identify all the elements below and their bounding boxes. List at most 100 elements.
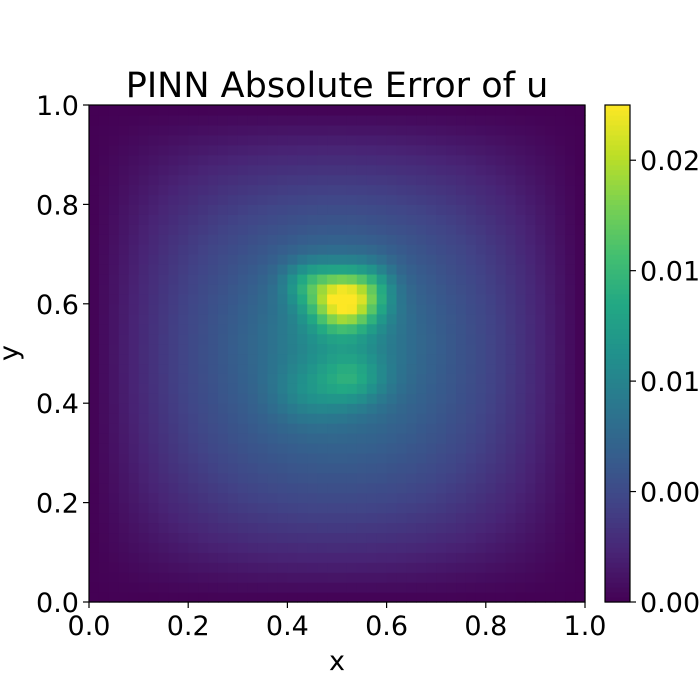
heatmap-cell bbox=[118, 363, 130, 374]
heatmap-cell bbox=[257, 482, 269, 494]
heatmap-cell bbox=[198, 582, 209, 593]
heatmap-cell bbox=[237, 234, 249, 245]
heatmap-cell bbox=[327, 542, 338, 553]
heatmap-cell bbox=[545, 154, 556, 166]
heatmap-cell bbox=[168, 164, 179, 176]
heatmap-cell bbox=[128, 462, 140, 474]
heatmap-cell bbox=[525, 592, 536, 603]
heatmap-cell bbox=[98, 582, 110, 593]
heatmap-cell bbox=[188, 313, 199, 325]
heatmap-cell bbox=[297, 423, 308, 434]
heatmap-cell bbox=[178, 363, 189, 374]
heatmap-cell bbox=[356, 254, 368, 265]
heatmap-cell bbox=[287, 502, 298, 514]
heatmap-cell bbox=[108, 482, 120, 494]
heatmap-cell bbox=[208, 244, 219, 255]
heatmap-cell bbox=[178, 482, 189, 494]
heatmap-cell bbox=[555, 105, 566, 116]
heatmap-cell bbox=[247, 105, 259, 116]
heatmap-cell bbox=[128, 164, 140, 176]
heatmap-cell bbox=[356, 393, 368, 404]
heatmap-cell bbox=[485, 383, 497, 394]
colorbar-segment bbox=[605, 532, 630, 538]
heatmap-cell bbox=[257, 144, 269, 156]
heatmap-cell bbox=[267, 363, 279, 374]
heatmap-cell bbox=[118, 134, 130, 146]
heatmap-cell bbox=[168, 582, 179, 593]
heatmap-cell bbox=[297, 393, 308, 404]
heatmap-cell bbox=[277, 492, 288, 504]
heatmap-cell bbox=[475, 423, 487, 434]
heatmap-cell bbox=[227, 313, 239, 325]
heatmap-cell bbox=[386, 472, 398, 484]
heatmap-cell bbox=[366, 433, 378, 444]
heatmap-cell bbox=[386, 254, 398, 265]
heatmap-cell bbox=[446, 114, 457, 126]
heatmap-cell bbox=[337, 333, 348, 345]
heatmap-cell bbox=[327, 353, 338, 365]
colorbar-segment bbox=[605, 348, 630, 355]
heatmap-cell bbox=[108, 224, 120, 235]
heatmap-cell bbox=[416, 393, 427, 404]
heatmap-cell bbox=[406, 264, 417, 275]
heatmap-cell bbox=[505, 105, 517, 116]
heatmap-cell bbox=[267, 174, 279, 186]
heatmap-cell bbox=[436, 244, 447, 255]
heatmap-cell bbox=[267, 522, 279, 534]
heatmap-cell bbox=[555, 542, 566, 553]
heatmap-cell bbox=[525, 144, 536, 156]
heatmap-cell bbox=[555, 403, 566, 414]
heatmap-cell bbox=[495, 353, 507, 365]
heatmap-cell bbox=[555, 114, 566, 126]
heatmap-cell bbox=[465, 522, 477, 534]
heatmap-cell bbox=[426, 264, 437, 275]
heatmap-cell bbox=[446, 134, 457, 146]
heatmap-cell bbox=[297, 333, 308, 345]
heatmap-cell bbox=[98, 323, 110, 335]
heatmap-cell bbox=[198, 214, 209, 225]
heatmap-cell bbox=[297, 105, 308, 116]
heatmap-cell bbox=[535, 134, 546, 146]
heatmap-cell bbox=[475, 592, 487, 603]
heatmap-cell bbox=[456, 552, 467, 563]
heatmap-cell bbox=[446, 164, 457, 176]
colorbar-segment bbox=[605, 363, 630, 370]
heatmap-cell bbox=[237, 333, 249, 345]
heatmap-cell bbox=[227, 502, 239, 514]
heatmap-cell bbox=[575, 333, 586, 345]
heatmap-cell bbox=[376, 323, 388, 335]
heatmap-cell bbox=[565, 184, 576, 196]
heatmap-cell bbox=[118, 472, 130, 484]
heatmap-cell bbox=[128, 542, 140, 553]
heatmap-cell bbox=[158, 562, 169, 573]
heatmap-cell bbox=[575, 592, 586, 603]
heatmap-cell bbox=[535, 273, 546, 285]
heatmap-cell bbox=[178, 174, 189, 186]
heatmap-cell bbox=[565, 522, 576, 534]
heatmap-cell bbox=[346, 244, 358, 255]
heatmap-cell bbox=[535, 154, 546, 166]
heatmap-cell bbox=[515, 184, 527, 196]
heatmap-cell bbox=[267, 214, 279, 225]
x-tick-label: 0.6 bbox=[365, 611, 408, 642]
heatmap-cell bbox=[168, 442, 179, 454]
heatmap-cell bbox=[465, 244, 477, 255]
heatmap-cell bbox=[396, 124, 408, 136]
heatmap-cell bbox=[138, 254, 150, 265]
heatmap-cell bbox=[337, 254, 348, 265]
heatmap-cell bbox=[337, 164, 348, 176]
heatmap-cell bbox=[128, 492, 140, 504]
heatmap-cell bbox=[475, 572, 487, 583]
colorbar-segment bbox=[605, 457, 630, 464]
heatmap-cell bbox=[485, 532, 497, 543]
heatmap-cell bbox=[168, 363, 179, 374]
heatmap-cell bbox=[416, 512, 427, 524]
heatmap-cell bbox=[495, 174, 507, 186]
heatmap-cell bbox=[98, 472, 110, 484]
heatmap-cell bbox=[188, 273, 199, 285]
heatmap-cell bbox=[198, 224, 209, 235]
heatmap-cell bbox=[297, 283, 308, 295]
heatmap-cell bbox=[178, 105, 189, 116]
heatmap-cell bbox=[257, 174, 269, 186]
heatmap-cell bbox=[178, 582, 189, 593]
